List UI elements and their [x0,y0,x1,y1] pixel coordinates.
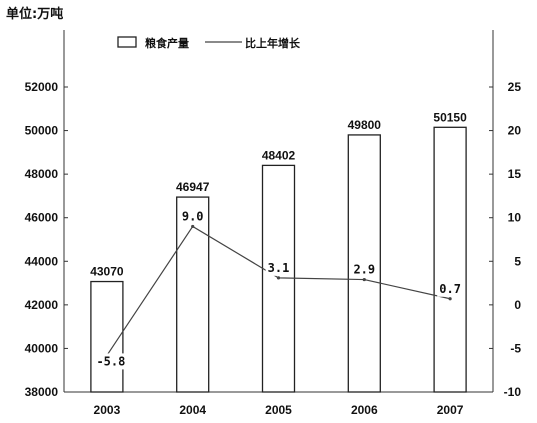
growth-point [276,276,281,280]
bar-2003 [90,280,124,393]
growth-value-label: -5.8 [96,354,125,368]
left-tick-label: 38000 [25,385,59,399]
growth-value-label: 0.7 [439,282,461,296]
category-label: 2005 [265,403,292,417]
growth-point [191,224,195,229]
growth-value-labels: -5.8 9.0 3.1 2.9 0.7 [94,208,463,370]
category-label: 2003 [94,403,121,417]
growth-point [448,297,452,301]
right-tick-label: 5 [514,254,521,268]
growth-value-label: 2.9 [353,263,375,277]
legend-bar-swatch [117,36,137,48]
legend-line-label: 比上年增长 [245,36,301,50]
left-tick-label: 52000 [25,80,59,94]
bars [90,126,467,393]
left-tick-label: 48000 [25,167,59,181]
bar-value-label: 49800 [348,118,382,132]
unit-label: 单位:万吨 [6,6,63,22]
bar-value-label: 48402 [262,148,296,162]
right-tick-label: 0 [514,298,521,312]
right-tick-label: 25 [508,80,522,94]
category-label: 2004 [179,403,206,417]
category-labels: 2003 2004 2005 2006 2007 [94,403,464,417]
bar-value-label: 43070 [90,265,124,279]
growth-label-background [94,353,128,370]
bar-value-labels: 43070 46947 48402 49800 50150 [90,110,467,278]
growth-value-label: 3.1 [268,261,290,275]
legend: 粮食产量 比上年增长 [117,36,301,50]
growth-label-background [265,259,292,276]
left-tick-label: 44000 [25,254,59,268]
right-tick-label: 15 [508,167,522,181]
growth-value-label: 9.0 [182,209,204,223]
right-tick-label: -10 [504,385,522,399]
left-tick-label: 42000 [25,298,59,312]
growth-label-background [351,261,378,278]
right-tick-label: 20 [508,124,522,138]
left-tick-label: 40000 [25,341,59,355]
category-label: 2006 [351,403,378,417]
growth-point [362,277,366,282]
bar-value-label: 46947 [176,180,210,194]
right-axis-ticks: -10 -5 0 5 10 15 20 25 [489,80,521,399]
left-tick-label: 46000 [25,211,59,225]
left-axis-ticks: 38000 40000 42000 44000 46000 48000 50000 52000 [25,80,68,399]
category-label: 2007 [437,403,464,417]
legend-bar-label: 粮食产量 [145,36,189,50]
right-tick-label: 10 [508,211,522,225]
left-tick-label: 50000 [25,124,59,138]
bar-2007 [433,126,467,393]
right-tick-label: -5 [510,341,521,355]
bar-2004 [176,196,210,393]
growth-label-background [437,280,463,297]
growth-line-series [105,224,452,357]
bar-value-label: 50150 [433,110,467,124]
growth-label-background [179,208,206,225]
